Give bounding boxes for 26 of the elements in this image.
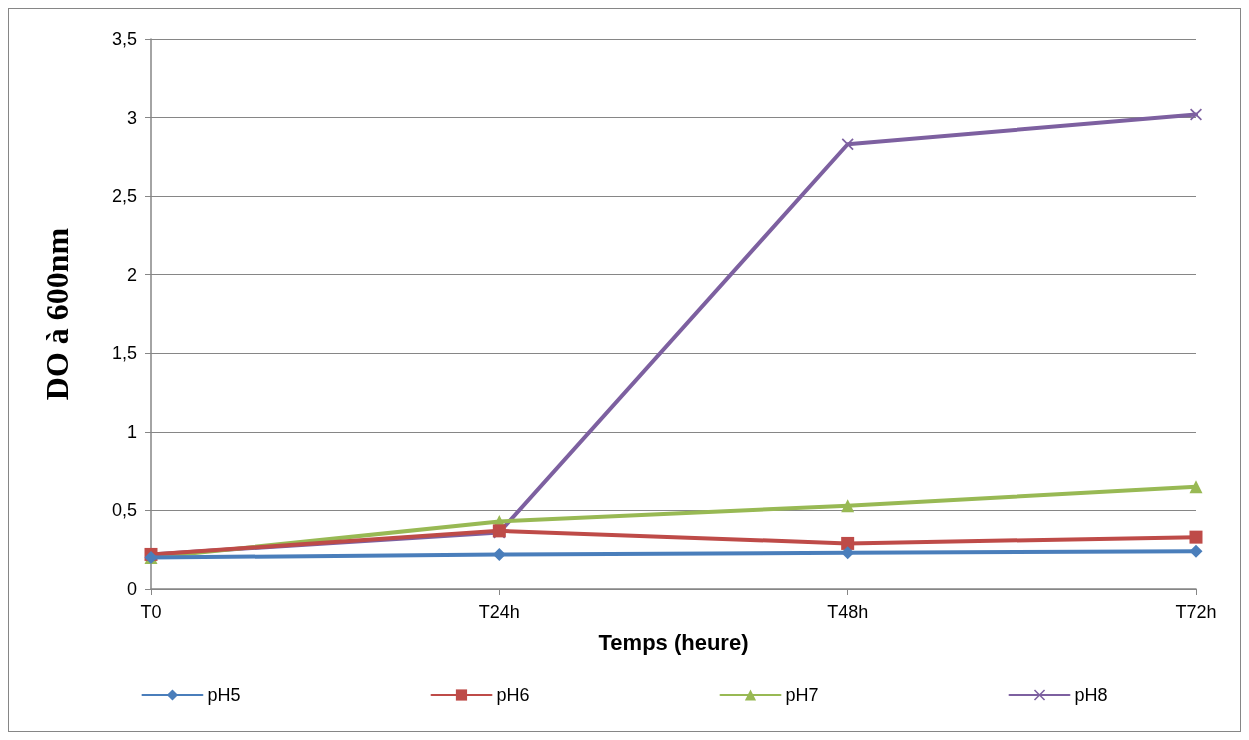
x-axis-title: Temps (heure) (598, 629, 749, 655)
legend-label: pH5 (207, 685, 241, 705)
legend-label: pH8 (1074, 685, 1108, 705)
point (492, 547, 506, 561)
y-tick-label: 3,5 (111, 29, 137, 49)
point (841, 546, 855, 560)
y-tick-label: 0,5 (111, 500, 137, 521)
point (1189, 530, 1203, 544)
x-tick-label: T48h (827, 602, 869, 622)
point (841, 536, 855, 550)
y-tick-label: 2 (126, 264, 137, 285)
y-tick-label: 1,5 (111, 343, 137, 364)
point (841, 138, 854, 151)
x-tick-label: T0 (140, 602, 162, 622)
point (1189, 480, 1203, 494)
y-tick-label: 3 (126, 107, 137, 128)
y-tick-label: 2,5 (111, 186, 137, 207)
x-tick-label: T72h (1175, 602, 1217, 622)
point (841, 499, 855, 513)
y-axis-title: DO à 600nm (39, 227, 75, 401)
legend-label: pH7 (785, 685, 819, 705)
x-tick-label: T24h (478, 602, 520, 622)
y-tick-label: 1 (126, 421, 137, 442)
y-tick-label: 0 (126, 579, 137, 599)
point (1189, 544, 1203, 558)
legend-label: pH6 (496, 685, 530, 705)
